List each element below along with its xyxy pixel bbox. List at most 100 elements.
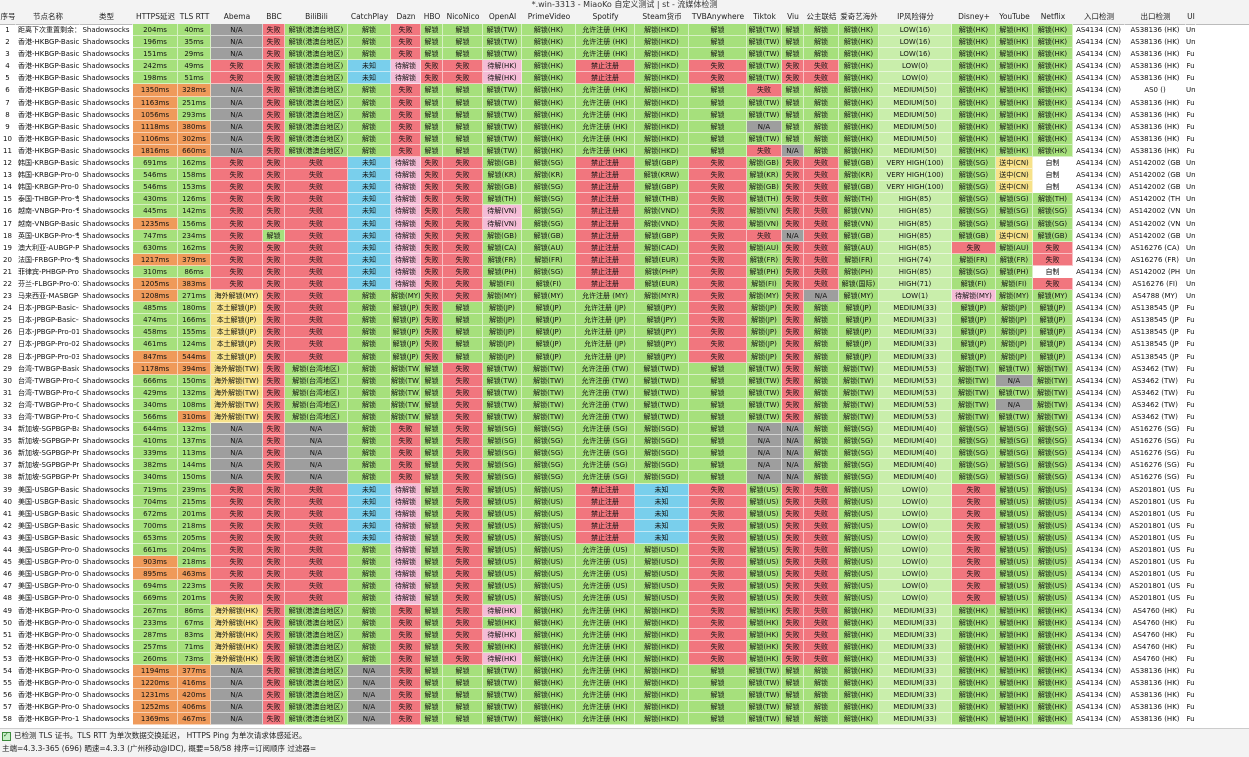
table-row[interactable]: 30 台湾-TWBGP-Pro-01 Shadowsocks 666ms 150ms 海外… <box>0 374 1249 387</box>
table-row[interactable]: 33 台湾-TWBGP-Pro-04 Shadowsocks 566ms 310ms 海外… <box>0 411 1249 424</box>
table-row[interactable]: 24日本-JPBGP-Basic-01Shadowsocks485ms180ms… <box>0 302 1249 315</box>
table-row[interactable]: 46 美国-USBGP-Pro-03 Shadowsocks 895ms 463ms 失败… <box>0 568 1249 581</box>
table-row[interactable]: 51 香港-HKBGP-Pro-03 Shadowsocks 287ms 83ms 海外解… <box>0 628 1249 641</box>
table-row[interactable]: 3香港-HKBGP-Basic-02Shadowsocks151ms29msN/… <box>0 48 1249 61</box>
table-row[interactable]: 57 香港-HKBGP-Pro-09 Shadowsocks 1252ms 406ms N… <box>0 701 1249 714</box>
table-cell: 解锁 <box>689 132 747 145</box>
column-header[interactable]: Tiktok <box>753 12 776 21</box>
table-row[interactable]: 45 美国-USBGP-Pro-02 Shadowsocks 903ms 218ms 失败… <box>0 556 1249 569</box>
table-row[interactable]: 40美国-USBGP-Basic-02Shadowsocks704ms215ms… <box>0 495 1249 508</box>
table-row[interactable]: 52 香港-HKBGP-Pro-04 Shadowsocks 257ms 71ms 海外解… <box>0 640 1249 653</box>
table-row[interactable]: 11香港-HKBGP-Basic-10Shadowsocks1816ms660m… <box>0 144 1249 158</box>
column-header[interactable]: TVBAnywhere <box>691 12 745 21</box>
column-header[interactable]: PrimeVideo <box>527 12 571 21</box>
column-header[interactable]: IP风险得分 <box>897 12 934 21</box>
table-row[interactable]: 49 香港-HKBGP-Pro-01 Shadowsocks 267ms 86ms 海外解… <box>0 604 1249 617</box>
column-header[interactable]: UI <box>1187 12 1195 21</box>
table-row[interactable]: 14 韩国-KRBGP-Pro-02 Shadowsocks 546ms 153ms 失败… <box>0 181 1249 194</box>
table-row[interactable]: 26 日本-JPBGP-Pro-01 Shadowsocks 458ms 155ms 本土… <box>0 326 1249 339</box>
table-cell: N/A <box>211 447 263 460</box>
column-header[interactable]: BiliBili <box>305 12 328 21</box>
column-header[interactable]: 入口检测 <box>1084 12 1114 21</box>
column-header[interactable]: Viu <box>787 12 799 21</box>
column-header[interactable]: HBO <box>423 12 441 21</box>
column-header[interactable]: CatchPlay <box>350 12 389 21</box>
table-row[interactable]: 22 芬兰-FLBGP-Pro-01 Shadowsocks 1205ms 383ms 失… <box>0 277 1249 291</box>
column-header[interactable]: Netflix <box>1040 12 1066 21</box>
table-row[interactable]: 42美国-USBGP-Basic-04Shadowsocks700ms218ms… <box>0 519 1249 532</box>
table-row[interactable]: 10香港-HKBGP-Basic-09Shadowsocks1106ms302m… <box>0 132 1249 145</box>
table-row[interactable]: 18英国-UKBGP-Pro-专线Shadowsocks747ms234ms失败… <box>0 229 1249 242</box>
table-row[interactable]: 23马来西亚-MASBGP-Pro-专线Shadowsocks1208ms271… <box>0 290 1249 303</box>
column-header[interactable]: Dazn <box>396 12 416 21</box>
table-row[interactable]: 35新加坡-SGPBGP-Pro-01Shadowsocks410ms137ms… <box>0 435 1249 448</box>
table-cell: 失败 <box>391 120 421 133</box>
table-row[interactable]: 37新加坡-SGPBGP-Pro-03Shadowsocks382ms144ms… <box>0 459 1249 472</box>
table-row[interactable]: 4香港-HKBGP-Basic-03Shadowsocks242ms49ms失败… <box>0 60 1249 73</box>
table-cell: 解锁(TW) <box>747 72 782 85</box>
table-cell: 解锁 <box>348 84 391 97</box>
table-row[interactable]: 28 日本-JPBGP-Pro-03 Shadowsocks 847ms 544ms 本土… <box>0 350 1249 363</box>
column-header[interactable]: NicoNico <box>446 12 480 21</box>
table-row[interactable]: 5香港-HKBGP-Basic-04Shadowsocks198ms51ms失败… <box>0 72 1249 85</box>
column-header[interactable]: TLS RTT <box>179 12 210 21</box>
table-row[interactable]: 8香港-HKBGP-Basic-07Shadowsocks1056ms293ms… <box>0 108 1249 121</box>
table-row[interactable]: 55 香港-HKBGP-Pro-07 Shadowsocks 1220ms 416ms N… <box>0 677 1249 690</box>
table-row[interactable]: 31 台湾-TWBGP-Pro-02 Shadowsocks 429ms 132ms 海外… <box>0 386 1249 399</box>
column-header[interactable]: 类型 <box>99 12 114 21</box>
table-row[interactable]: 25日本-JPBGP-Basic-02Shadowsocks474ms166ms… <box>0 314 1249 327</box>
checkbox-icon[interactable] <box>2 729 11 742</box>
column-header[interactable]: Spotify <box>592 12 619 21</box>
table-cell: 失败 <box>443 290 483 303</box>
table-row[interactable]: 16越南-VNBGP-Pro-专线02Shadowsocks445ms142ms… <box>0 205 1249 218</box>
table-row[interactable]: 7香港-HKBGP-Basic-06Shadowsocks1163ms251ms… <box>0 96 1249 109</box>
table-cell: 禁止注册 <box>576 229 635 242</box>
column-header[interactable]: 公主联结 <box>806 12 837 21</box>
table-row[interactable]: 53 香港-HKBGP-Pro-05 Shadowsocks 260ms 73ms 海外解… <box>0 652 1249 665</box>
table-row[interactable]: 56 香港-HKBGP-Pro-08 Shadowsocks 1231ms 420ms N… <box>0 689 1249 702</box>
table-row[interactable]: 38新加坡-SGPBGP-Pro-04Shadowsocks340ms150ms… <box>0 471 1249 484</box>
column-header[interactable]: BBC <box>266 12 282 21</box>
table-row[interactable]: 29台湾-TWBGP-Basic-01Shadowsocks1178ms394m… <box>0 362 1249 375</box>
table-row[interactable]: 41美国-USBGP-Basic-03Shadowsocks672ms201ms… <box>0 507 1249 520</box>
table-row[interactable]: 27 日本-JPBGP-Pro-02 Shadowsocks 461ms 124ms 本土… <box>0 338 1249 351</box>
table-cell: 解锁(JP) <box>391 326 421 339</box>
column-header[interactable]: HTTPS延迟 <box>136 12 175 21</box>
column-header[interactable]: OpenAI <box>488 12 517 21</box>
table-row[interactable]: 34新加坡-SGPBGP-Basic-01Shadowsocks644ms132… <box>0 423 1249 436</box>
table-cell: 解锁(HK) <box>996 84 1033 97</box>
table-row[interactable]: 36新加坡-SGPBGP-Pro-02Shadowsocks339ms113ms… <box>0 447 1249 460</box>
table-row[interactable]: 2香港-HKBGP-Basic-01Shadowsocks196ms35msN/… <box>0 36 1249 49</box>
table-row[interactable]: 54 香港-HKBGP-Pro-06 Shadowsocks 1194ms 377ms N… <box>0 664 1249 678</box>
column-header[interactable]: Steam货币 <box>642 12 682 21</box>
table-row[interactable]: 13 韩国-KRBGP-Pro-01 Shadowsocks 546ms 158ms 失败… <box>0 169 1249 182</box>
table-row[interactable]: 9香港-HKBGP-Basic-08Shadowsocks1118ms380ms… <box>0 120 1249 133</box>
table-row[interactable]: 17越南-VNBGP-Basic-专线01Shadowsocks1235ms15… <box>0 217 1249 230</box>
table-row[interactable]: 21菲律宾-PHBGP-Pro-专线Shadowsocks310ms86ms失败… <box>0 265 1249 278</box>
table-row[interactable]: 15泰国-THBGP-Pro-专线Shadowsocks430ms126ms失败… <box>0 193 1249 206</box>
column-header[interactable]: 爱奇艺海外 <box>840 12 878 21</box>
table-row[interactable]: 20法国-FRBGP-Pro-专线Shadowsocks1217ms379ms失… <box>0 253 1249 266</box>
table-row[interactable]: 39美国-USBGP-Basic-01Shadowsocks719ms239ms… <box>0 483 1249 496</box>
table-row[interactable]: 43美国-USBGP-Basic-05Shadowsocks653ms205ms… <box>0 531 1249 545</box>
table-cell: 解锁(HK) <box>1033 713 1073 726</box>
column-header[interactable]: Abema <box>223 12 251 21</box>
column-header[interactable]: 序号 <box>0 12 16 21</box>
column-header[interactable]: YouTube <box>999 12 1030 21</box>
table-row[interactable]: 50 香港-HKBGP-Pro-02 Shadowsocks 233ms 67ms 海外解… <box>0 616 1249 629</box>
table-row[interactable]: 19澳大利亚-AUBGP-Pro-专线Shadowsocks630ms162ms… <box>0 241 1249 254</box>
table-row[interactable]: 32 台湾-TWBGP-Pro-03 Shadowsocks 340ms 108ms 海外… <box>0 398 1249 411</box>
column-header[interactable]: 出口检测 <box>1140 12 1171 21</box>
table-row[interactable]: 12韩国-KRBGP-Basic-01Shadowsocks691ms162ms… <box>0 157 1249 170</box>
column-header[interactable]: 节点名称 <box>33 12 63 21</box>
table-cell: 解锁(EUR) <box>635 277 689 291</box>
table-row[interactable]: 48 美国-USBGP-Pro-05 Shadowsocks 669ms 201ms 失败… <box>0 592 1249 605</box>
table-cell: 失败 <box>782 616 804 629</box>
table-row[interactable]: 58 香港-HKBGP-Pro-10 Shadowsocks 1369ms 467ms N… <box>0 713 1249 726</box>
table-row[interactable]: 44 美国-USBGP-Pro-01 Shadowsocks 661ms 204ms 失败… <box>0 544 1249 557</box>
column-header[interactable]: Disney+ <box>958 12 990 21</box>
table-cell: 解锁(US) <box>483 592 522 605</box>
table-row[interactable]: 47 美国-USBGP-Pro-04 Shadowsocks 694ms 223ms 失败… <box>0 580 1249 593</box>
table-row[interactable]: 6香港-HKBGP-Basic-05Shadowsocks1350ms328ms… <box>0 84 1249 97</box>
